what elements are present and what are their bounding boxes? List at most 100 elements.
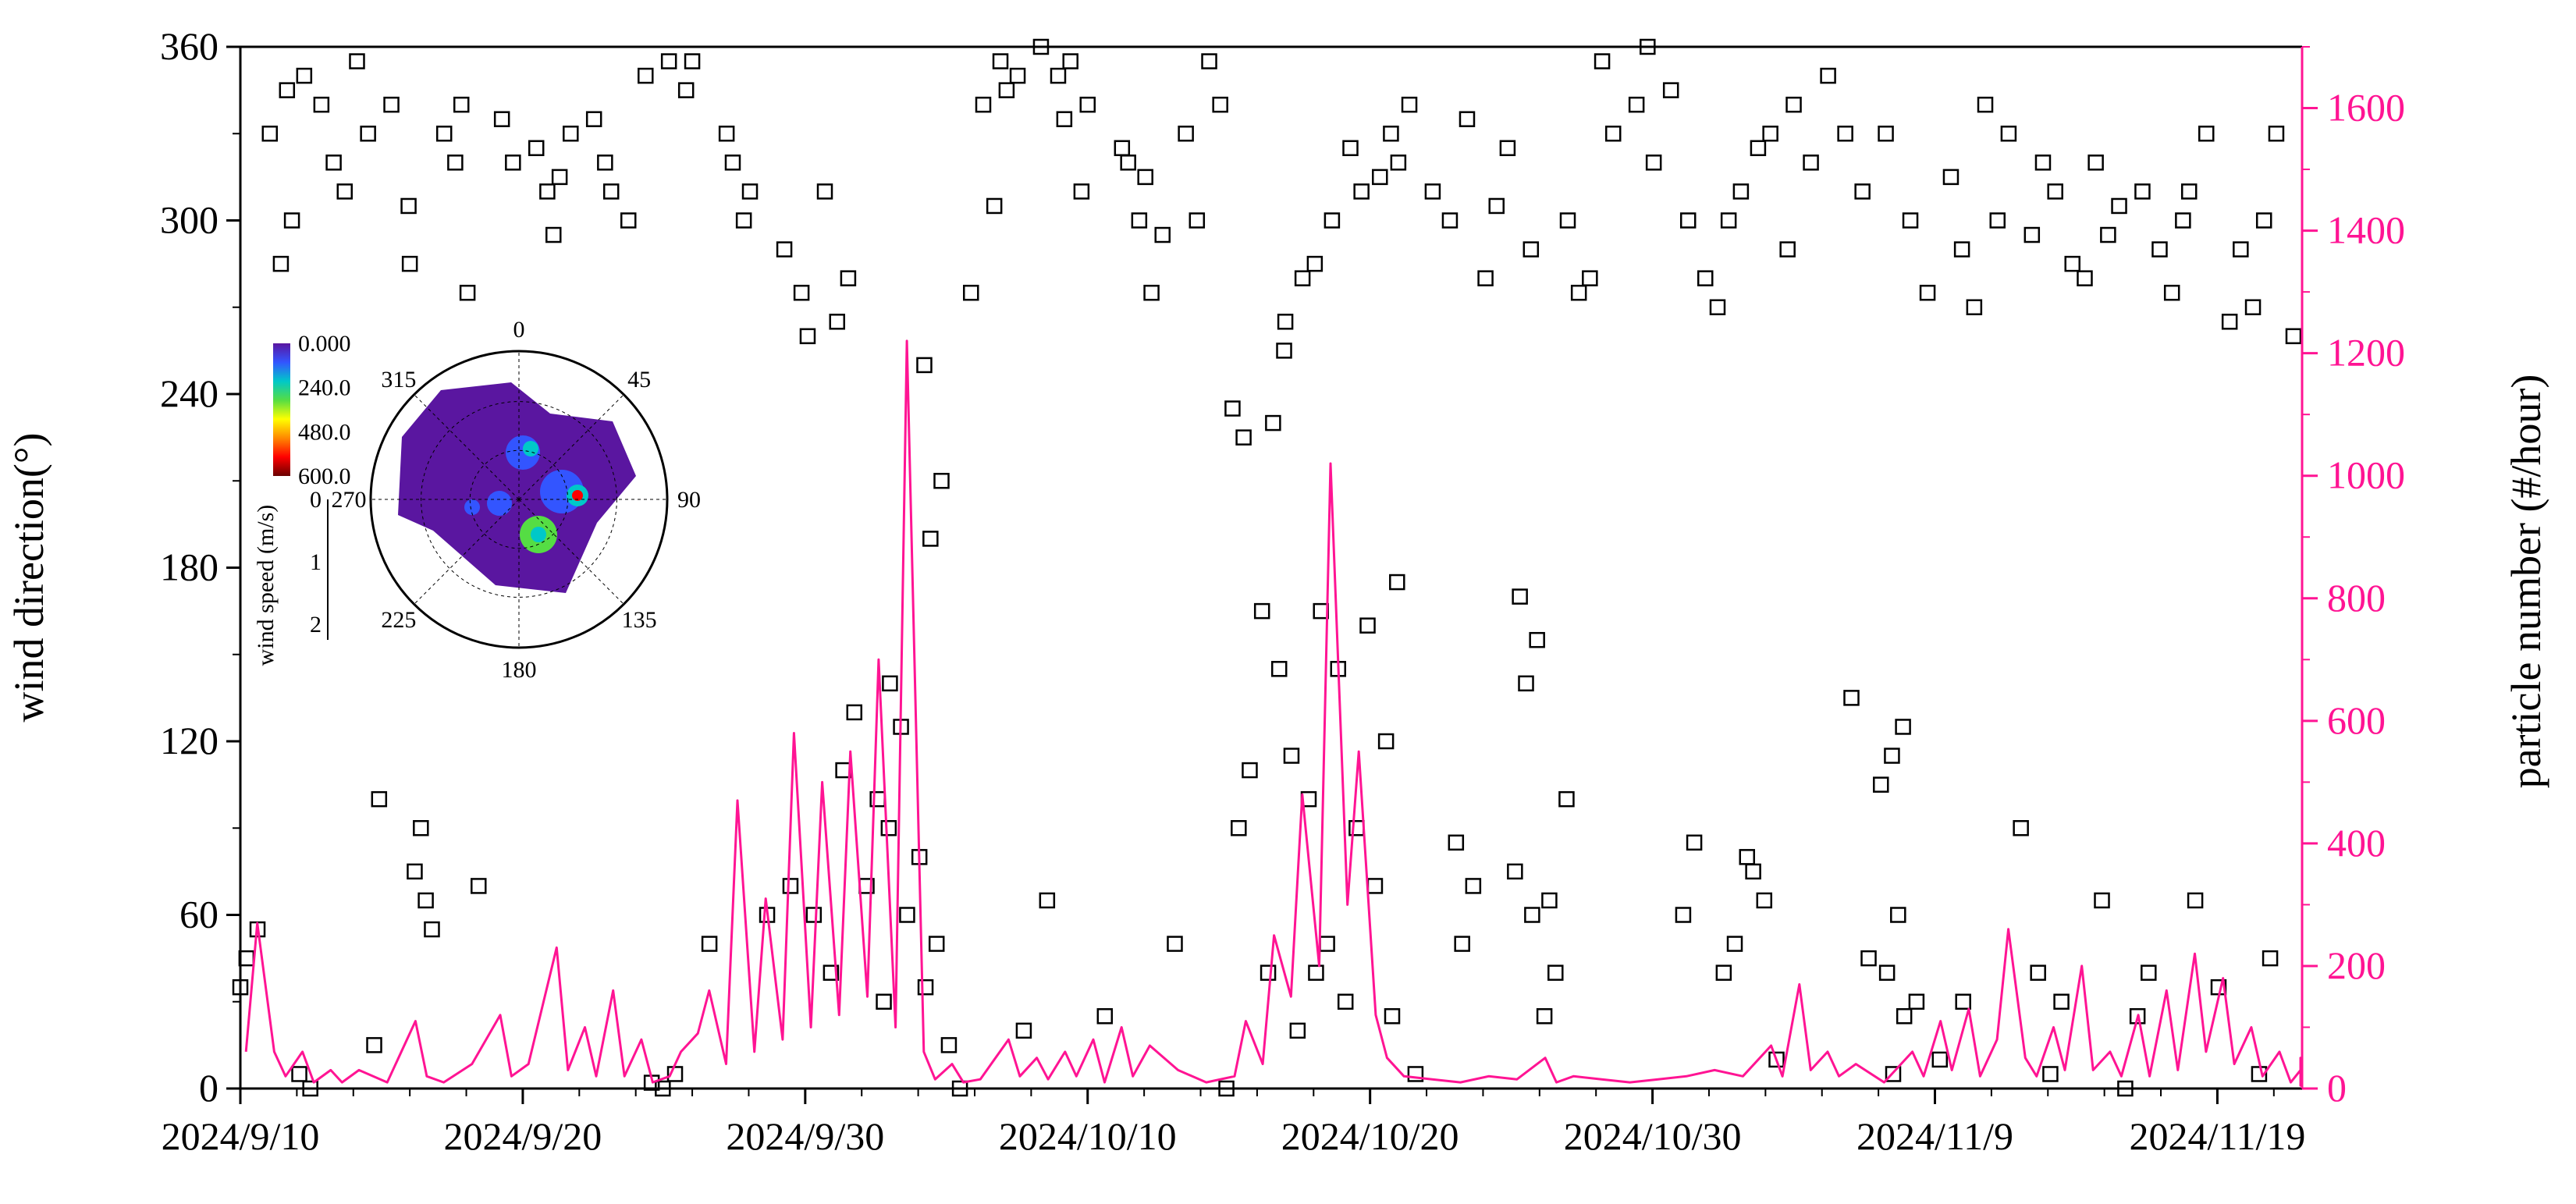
scatter-point — [998, 82, 1015, 98]
scatter-point — [435, 126, 453, 142]
scatter-point — [1768, 1051, 1785, 1068]
y-left-tick-label: 240 — [160, 371, 219, 415]
scatter-point — [975, 96, 992, 113]
scatter-point — [922, 531, 939, 547]
scatter-point — [1277, 314, 1294, 330]
scatter-point — [1837, 126, 1853, 142]
scatter-point — [366, 1037, 382, 1053]
scatter-point — [2064, 255, 2080, 272]
scatter-point — [563, 126, 579, 142]
scatter-point — [1902, 212, 1919, 229]
scatter-point — [459, 284, 476, 301]
scatter-point — [1518, 675, 1534, 692]
scatter-point — [1294, 270, 1311, 286]
colorbar — [273, 343, 290, 476]
scatter-point — [424, 921, 440, 938]
scatter-point — [735, 212, 752, 229]
scatter-point — [2077, 270, 2093, 286]
scatter-point — [1073, 183, 1090, 200]
scatter-point — [1524, 907, 1540, 923]
y-left-tick-label: 360 — [160, 24, 219, 68]
polar-angle-label: 45 — [627, 367, 651, 392]
scatter-point — [1662, 82, 1679, 98]
scatter-point — [545, 226, 562, 243]
scatter-point — [1441, 212, 1459, 229]
y-right-tick-label: 600 — [2327, 698, 2386, 742]
scatter-point — [2244, 299, 2262, 315]
scatter-point — [1966, 299, 1983, 315]
scatter-point — [1270, 661, 1288, 677]
scatter-point — [602, 183, 620, 200]
scatter-point — [799, 328, 816, 345]
x-tick-label: 2024/10/20 — [1281, 1114, 1459, 1158]
scatter-point — [899, 907, 915, 923]
scatter-point — [283, 212, 300, 229]
scatter-point — [1686, 834, 1703, 851]
y-left-tick-label: 0 — [199, 1066, 219, 1110]
scatter-point — [1401, 96, 1418, 113]
scatter-point — [1953, 241, 1970, 257]
scatter-point — [1679, 212, 1697, 229]
scatter-point — [1448, 834, 1465, 851]
scatter-point — [1167, 936, 1183, 952]
scatter-point — [829, 314, 845, 330]
scatter-point — [1739, 849, 1756, 865]
scatter-point — [1645, 154, 1662, 171]
scatter-point — [279, 82, 296, 98]
scatter-point — [1201, 53, 1217, 69]
polar-density-spot — [487, 491, 512, 516]
y-right-tick-label: 1400 — [2327, 208, 2405, 252]
scatter-point — [1895, 719, 1911, 735]
y-left-tick-label: 120 — [160, 719, 219, 762]
colorbar-label: 600.0 — [298, 463, 351, 489]
scatter-point — [1015, 1022, 1032, 1039]
scatter-point — [1079, 96, 1096, 113]
scatter-point — [272, 255, 290, 272]
scatter-point — [1884, 748, 1900, 764]
scatter-point — [2151, 241, 2168, 257]
scatter-point — [1096, 1008, 1114, 1025]
axes: 0601201802403003600200400600800100012001… — [160, 24, 2405, 1158]
scatter-point — [933, 473, 950, 489]
x-tick-label: 2024/11/9 — [1856, 1114, 2013, 1158]
scatter-point — [238, 950, 255, 967]
polar-radius-tick-label: 0 — [310, 487, 322, 513]
scatter-point — [1570, 284, 1587, 301]
scatter-point — [2285, 328, 2302, 345]
scatter-point — [400, 197, 417, 215]
scatter-point — [1009, 67, 1026, 84]
polar-angle-label: 135 — [622, 607, 657, 633]
scatter-point — [1931, 1051, 1949, 1068]
scatter-point — [1878, 126, 1894, 142]
y-right-tick-label: 1200 — [2327, 331, 2405, 375]
scatter-point — [1120, 154, 1136, 171]
colorbar-label: 480.0 — [298, 419, 351, 445]
scatter-point — [917, 978, 934, 996]
scatter-point — [1536, 1008, 1553, 1025]
scatter-point — [1745, 863, 1761, 880]
scatter-point — [1488, 197, 1505, 215]
scatter-point — [1529, 631, 1545, 648]
scatter-point — [1289, 1022, 1306, 1039]
scatter-point — [360, 126, 376, 142]
y-right-tick-label: 0 — [2327, 1066, 2347, 1110]
scatter-point — [1803, 154, 1819, 171]
scatter-point — [447, 154, 464, 171]
colorbar-label: 240.0 — [298, 375, 351, 401]
scatter-point — [1189, 212, 1206, 229]
scatter-point — [916, 357, 933, 374]
scatter-point — [940, 1037, 958, 1053]
scatter-point — [876, 993, 892, 1010]
scatter-point — [805, 907, 823, 923]
y-right-axis-title: particle number (#/hour) — [2503, 375, 2549, 789]
particle-line-series — [244, 339, 2302, 1087]
scatter-point — [793, 284, 810, 301]
scatter-point — [493, 111, 510, 127]
scatter-point — [1337, 993, 1354, 1010]
polar-density-spot — [572, 490, 583, 501]
scatter-point — [336, 183, 354, 200]
scatter-point — [2111, 197, 2127, 215]
scatter-point — [1878, 964, 1896, 981]
scatter-point — [1594, 53, 1611, 69]
scatter-point — [1407, 1066, 1424, 1082]
